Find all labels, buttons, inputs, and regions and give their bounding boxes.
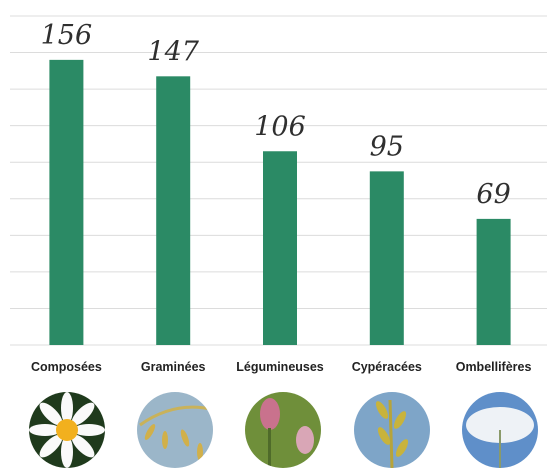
value-label: 106 [254, 111, 306, 142]
photo-clover [245, 392, 321, 468]
photos [29, 392, 538, 468]
bar [369, 171, 404, 345]
bar [156, 76, 191, 346]
x-tick-label: Composées [31, 360, 102, 374]
photo-daisy [29, 392, 105, 468]
photo-sedge [354, 392, 430, 468]
photo-umbel [462, 392, 538, 468]
bar [49, 59, 84, 345]
x-tick-label: Ombellifères [456, 360, 532, 374]
value-label: 147 [147, 36, 199, 67]
photo-grass [137, 392, 213, 468]
bar [476, 218, 511, 345]
x-tick-label: Légumineuses [236, 360, 324, 374]
value-label: 156 [41, 20, 93, 51]
value-label: 69 [476, 179, 510, 210]
bar [263, 151, 297, 345]
x-tick-label: Cypéracées [352, 360, 422, 374]
value-label: 95 [370, 131, 404, 162]
x-tick-label: Graminées [141, 360, 206, 374]
